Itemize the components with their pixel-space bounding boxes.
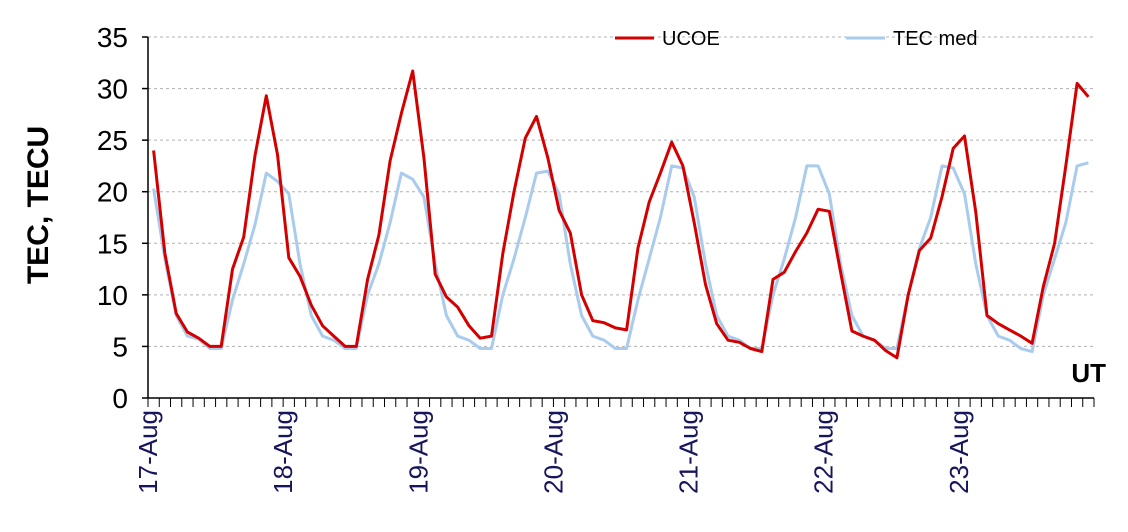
y-tick-label: 5: [112, 331, 128, 362]
y-axis-ticks: 0 5 10 15 20 25 30 35: [97, 22, 148, 414]
x-axis-ticks: [147, 398, 1095, 407]
y-tick-label: 0: [112, 383, 128, 414]
y-tick-label: 10: [97, 280, 128, 311]
y-tick-label: 35: [97, 22, 128, 53]
x-date-label: 23-Aug: [944, 410, 974, 494]
legend-label-ucoe: UCOE: [662, 28, 720, 50]
y-tick-label: 15: [97, 228, 128, 259]
x-axis-date-labels: 17-Aug 18-Aug 19-Aug 20-Aug 21-Aug 22-Aug 23-A…: [133, 410, 974, 494]
y-tick-label: 20: [97, 177, 128, 208]
y-tick-label: 30: [97, 74, 128, 105]
series-line-ucoe: [152, 69, 1090, 360]
legend-label-tec-med: TEC med: [893, 28, 977, 50]
x-date-label: 19-Aug: [403, 410, 433, 494]
y-gridlines: [148, 36, 1094, 347]
x-axis-title: UT: [1071, 358, 1106, 388]
series-lines: [152, 69, 1090, 360]
x-date-label: 17-Aug: [133, 410, 163, 494]
x-date-label: 20-Aug: [538, 410, 568, 494]
series-line-tec-med: [152, 161, 1089, 354]
y-tick-label: 25: [97, 125, 128, 156]
legend: UCOE TEC med: [615, 28, 977, 50]
x-date-label: 18-Aug: [268, 410, 298, 494]
x-date-label: 21-Aug: [674, 410, 704, 494]
y-axis-title: TEC, TECU: [22, 126, 55, 284]
x-date-label: 22-Aug: [809, 410, 839, 494]
